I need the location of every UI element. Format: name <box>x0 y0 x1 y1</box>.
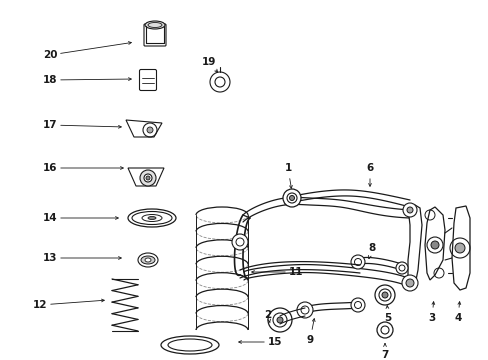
Text: 14: 14 <box>42 213 57 223</box>
Circle shape <box>147 127 153 133</box>
Circle shape <box>143 174 152 182</box>
Text: 2: 2 <box>264 310 271 320</box>
Text: 7: 7 <box>381 350 388 360</box>
Ellipse shape <box>148 216 156 220</box>
Polygon shape <box>424 207 444 280</box>
Circle shape <box>289 195 294 201</box>
Text: 9: 9 <box>306 335 313 345</box>
Text: 16: 16 <box>42 163 57 173</box>
Circle shape <box>283 189 301 207</box>
Circle shape <box>296 302 312 318</box>
Circle shape <box>374 285 394 305</box>
Polygon shape <box>126 120 162 137</box>
Text: 18: 18 <box>42 75 57 85</box>
Ellipse shape <box>128 209 176 227</box>
Text: 13: 13 <box>42 253 57 263</box>
Text: 11: 11 <box>288 267 303 277</box>
Ellipse shape <box>145 21 164 29</box>
Circle shape <box>402 203 416 217</box>
Circle shape <box>395 262 407 274</box>
Circle shape <box>350 255 364 269</box>
Circle shape <box>430 241 438 249</box>
Text: 17: 17 <box>42 120 57 130</box>
Circle shape <box>454 243 464 253</box>
Polygon shape <box>128 168 163 186</box>
Text: 4: 4 <box>453 313 461 323</box>
Circle shape <box>140 170 156 186</box>
Circle shape <box>401 275 417 291</box>
Text: 1: 1 <box>284 163 291 173</box>
Text: 19: 19 <box>202 57 216 67</box>
Circle shape <box>381 292 387 298</box>
Polygon shape <box>451 206 469 290</box>
Circle shape <box>406 207 412 213</box>
Text: 5: 5 <box>384 313 391 323</box>
Text: 15: 15 <box>267 337 282 347</box>
Circle shape <box>405 279 413 287</box>
Text: 12: 12 <box>33 300 47 310</box>
Circle shape <box>276 317 283 323</box>
Circle shape <box>267 308 291 332</box>
Polygon shape <box>407 205 421 288</box>
Circle shape <box>146 176 150 180</box>
Text: 8: 8 <box>367 243 375 253</box>
Ellipse shape <box>138 253 158 267</box>
Circle shape <box>231 234 247 250</box>
FancyBboxPatch shape <box>139 69 156 90</box>
Text: 3: 3 <box>427 313 435 323</box>
Circle shape <box>376 322 392 338</box>
Ellipse shape <box>161 336 219 354</box>
Circle shape <box>350 298 364 312</box>
Ellipse shape <box>145 258 151 262</box>
Ellipse shape <box>141 256 155 264</box>
Text: 20: 20 <box>42 50 57 60</box>
FancyBboxPatch shape <box>143 24 165 46</box>
Text: 6: 6 <box>366 163 373 173</box>
